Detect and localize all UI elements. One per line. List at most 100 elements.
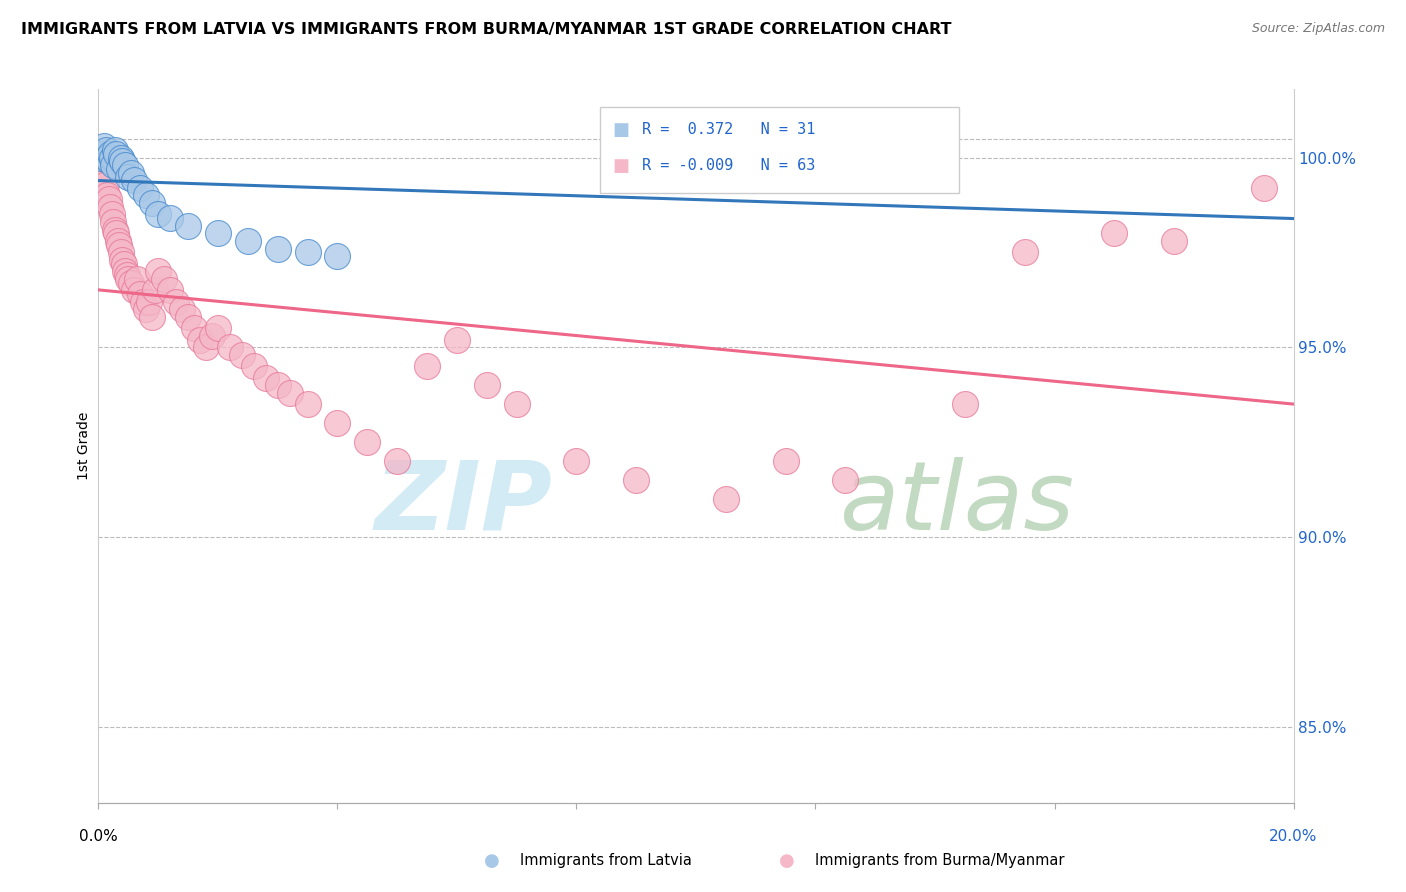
Point: [195, 340, 218, 354]
Point: [107, 234, 129, 248]
Point: [127, 272, 149, 286]
Point: [105, 227, 128, 241]
Text: atlas: atlas: [839, 457, 1074, 549]
Point: [565, 454, 588, 468]
Point: [236, 234, 259, 248]
Text: Immigrants from Burma/Myanmar: Immigrants from Burma/Myanmar: [815, 854, 1064, 868]
Point: [93, 139, 115, 153]
Point: [148, 207, 170, 221]
Point: [90, 151, 112, 165]
Point: [153, 272, 176, 286]
Point: [655, 169, 678, 184]
Point: [103, 215, 125, 229]
Point: [100, 207, 122, 221]
Point: [124, 284, 146, 298]
Point: [90, 146, 112, 161]
Point: [114, 158, 136, 172]
Point: [356, 435, 378, 450]
Point: [117, 272, 139, 286]
Point: [141, 196, 163, 211]
Text: ZIP: ZIP: [374, 457, 553, 549]
Point: [93, 169, 115, 184]
Y-axis label: 1st Grade: 1st Grade: [77, 412, 91, 480]
Point: [100, 151, 122, 165]
Point: [98, 154, 121, 169]
Point: [129, 287, 152, 301]
FancyBboxPatch shape: [600, 107, 959, 193]
Point: [108, 161, 131, 176]
Point: [129, 181, 152, 195]
Point: [267, 242, 290, 256]
Point: [1014, 245, 1036, 260]
Point: [775, 454, 797, 468]
Point: [98, 146, 122, 161]
Point: [104, 222, 127, 236]
Point: [183, 321, 205, 335]
Point: [188, 333, 211, 347]
Point: [165, 294, 187, 309]
Point: [475, 378, 498, 392]
Point: [111, 154, 134, 169]
Point: [714, 492, 737, 507]
Point: [135, 188, 157, 202]
Point: [120, 276, 142, 290]
Point: [141, 310, 163, 324]
Point: [143, 284, 166, 298]
Point: [201, 329, 224, 343]
Point: [110, 245, 132, 260]
Point: [326, 249, 349, 263]
Point: [172, 302, 194, 317]
Point: [132, 294, 155, 309]
Point: [177, 219, 200, 233]
Point: [124, 173, 146, 187]
Point: [103, 158, 125, 172]
Point: [278, 385, 301, 400]
Point: [105, 146, 128, 161]
Point: [91, 146, 114, 161]
Point: [135, 302, 157, 317]
Point: [94, 143, 117, 157]
Point: [506, 397, 529, 411]
Point: [94, 177, 117, 191]
Point: [834, 473, 856, 487]
Text: ■: ■: [613, 157, 630, 175]
Text: 0.0%: 0.0%: [79, 830, 118, 845]
Point: [953, 397, 976, 411]
Point: [96, 188, 118, 202]
Text: ●: ●: [779, 852, 796, 870]
Point: [115, 268, 138, 283]
Point: [96, 151, 118, 165]
Point: [177, 310, 200, 324]
Text: ●: ●: [484, 852, 501, 870]
Point: [219, 340, 242, 354]
Point: [231, 348, 253, 362]
Point: [91, 158, 114, 172]
Point: [1163, 234, 1185, 248]
Point: [138, 294, 160, 309]
Point: [98, 200, 122, 214]
Point: [110, 151, 132, 165]
Point: [924, 143, 946, 157]
Point: [120, 166, 142, 180]
Point: [267, 378, 290, 392]
Point: [297, 245, 319, 260]
Point: [112, 257, 135, 271]
Text: Immigrants from Latvia: Immigrants from Latvia: [520, 854, 692, 868]
Point: [254, 370, 277, 384]
Text: 20.0%: 20.0%: [1270, 830, 1317, 845]
Point: [98, 192, 121, 206]
Point: [159, 211, 181, 226]
Text: R =  0.372   N = 31: R = 0.372 N = 31: [643, 122, 815, 137]
Point: [243, 359, 266, 374]
Point: [207, 321, 229, 335]
Point: [159, 284, 181, 298]
Point: [446, 333, 468, 347]
Point: [326, 416, 349, 430]
Point: [385, 454, 409, 468]
Text: Source: ZipAtlas.com: Source: ZipAtlas.com: [1251, 22, 1385, 36]
Text: R = -0.009   N = 63: R = -0.009 N = 63: [643, 158, 815, 173]
Point: [207, 227, 229, 241]
Point: [117, 169, 139, 184]
Point: [1104, 227, 1126, 241]
Text: ■: ■: [613, 121, 630, 139]
